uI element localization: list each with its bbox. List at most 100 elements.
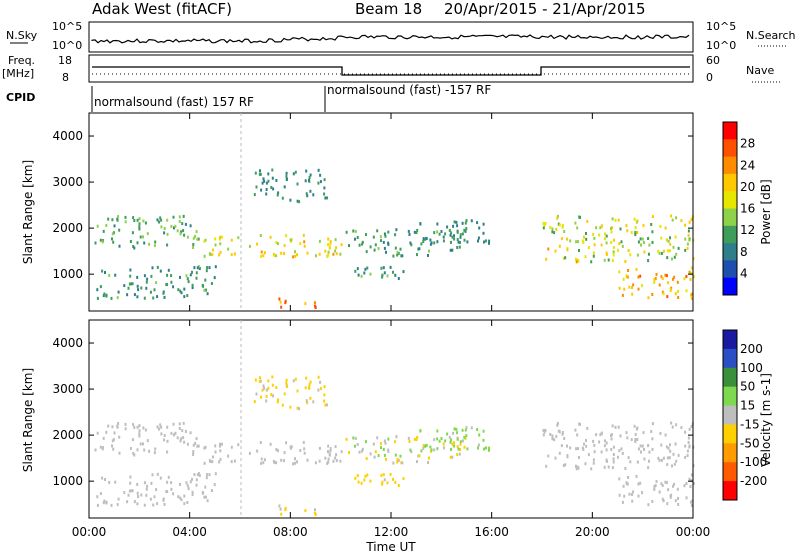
velocity-cell [544, 428, 547, 432]
velocity-cell [129, 475, 132, 479]
power-cell [184, 222, 187, 226]
power-cell [669, 287, 672, 291]
velocity-cell [430, 448, 433, 452]
power-cell [191, 283, 194, 287]
power-cell [357, 273, 360, 277]
power-cell [348, 244, 350, 248]
power-cell [686, 242, 689, 246]
velocity-cell [167, 475, 170, 479]
velocity-cell [418, 454, 421, 458]
velocity-cell [626, 436, 629, 440]
velocity-cell [117, 422, 120, 425]
velocity-cell [143, 448, 146, 452]
power-cell [308, 176, 311, 179]
power-cell [689, 278, 692, 281]
colorbar-frame [722, 329, 738, 501]
velocity-cell [685, 482, 688, 485]
power-cell [399, 247, 402, 251]
power-cell [658, 251, 661, 255]
power-cell [662, 292, 665, 296]
velocity-cell [136, 491, 139, 495]
power-cell [666, 256, 669, 260]
power-cell [345, 230, 348, 234]
velocity-cell [136, 425, 139, 429]
power-cell [159, 216, 162, 220]
velocity-cell [684, 444, 687, 448]
velocity-cell [220, 442, 223, 446]
power-cell [461, 232, 464, 236]
power-cell [673, 275, 676, 279]
velocity-cell [198, 474, 201, 477]
velocity-cell [101, 447, 104, 451]
velocity-cell [647, 444, 650, 447]
velocity-cell [415, 438, 418, 442]
power-cell [641, 284, 643, 288]
y-tick-label: 4000 [52, 129, 83, 143]
colorbar-swatch [723, 225, 737, 244]
power-cell [581, 239, 584, 243]
power-cell [138, 222, 141, 226]
velocity-cell [621, 500, 624, 504]
power-cell [381, 273, 384, 277]
velocity-cell [172, 492, 175, 496]
power-cell [637, 240, 640, 244]
velocity-cell [551, 434, 554, 438]
power-cell [677, 289, 679, 293]
power-cell [600, 243, 603, 247]
power-heatmap [94, 168, 695, 309]
power-cell [136, 284, 139, 288]
power-cell [298, 200, 301, 204]
power-cell [659, 224, 662, 228]
power-cell [255, 185, 258, 189]
power-cell [94, 241, 97, 245]
power-cell [160, 218, 163, 222]
power-cell [233, 252, 236, 256]
y-tick-label: 2000 [52, 221, 83, 235]
velocity-cell [669, 449, 672, 453]
velocity-cell [554, 456, 557, 460]
velocity-cell [690, 425, 693, 428]
power-cell [666, 295, 669, 299]
power-cell [166, 273, 169, 277]
power-cell [211, 248, 214, 252]
velocity-cell [138, 434, 141, 438]
velocity-cell [211, 455, 214, 459]
power-cell [380, 266, 383, 270]
velocity-cell [617, 425, 620, 429]
velocity-cell [383, 478, 386, 482]
velocity-cell [452, 431, 455, 435]
velocity-cell [204, 485, 207, 489]
velocity-cell [354, 436, 357, 440]
power-cell [618, 286, 621, 290]
velocity-cell [298, 407, 301, 411]
power-cell [137, 288, 140, 292]
velocity-cell [605, 448, 608, 452]
velocity-cell [373, 455, 376, 459]
velocity-cell [674, 499, 677, 503]
velocity-cell [172, 422, 175, 426]
velocity-cell [635, 474, 638, 478]
velocity-cell [612, 460, 615, 464]
velocity-cell [688, 445, 691, 449]
velocity-cell [448, 435, 451, 439]
velocity-cell [558, 451, 561, 455]
velocity-cell [180, 498, 183, 502]
velocity-cell [666, 502, 669, 506]
velocity-cell [669, 494, 672, 498]
velocity-cell [655, 479, 658, 483]
power-cell [466, 240, 469, 244]
colorbar-tick-label: -100 [740, 455, 767, 469]
power-cell [186, 294, 189, 297]
power-cell [625, 274, 628, 278]
colorbar-swatch [723, 122, 737, 140]
x-tick-label: 08:00 [273, 525, 308, 539]
velocity-cell [179, 482, 181, 486]
power-cell [669, 242, 672, 246]
power-cell [289, 198, 292, 202]
power-cell [180, 230, 183, 234]
velocity-cell [309, 396, 312, 400]
power-cell [687, 233, 690, 237]
power-cell [629, 253, 632, 257]
velocity-cell [340, 450, 343, 454]
velocity-cell [156, 472, 159, 476]
